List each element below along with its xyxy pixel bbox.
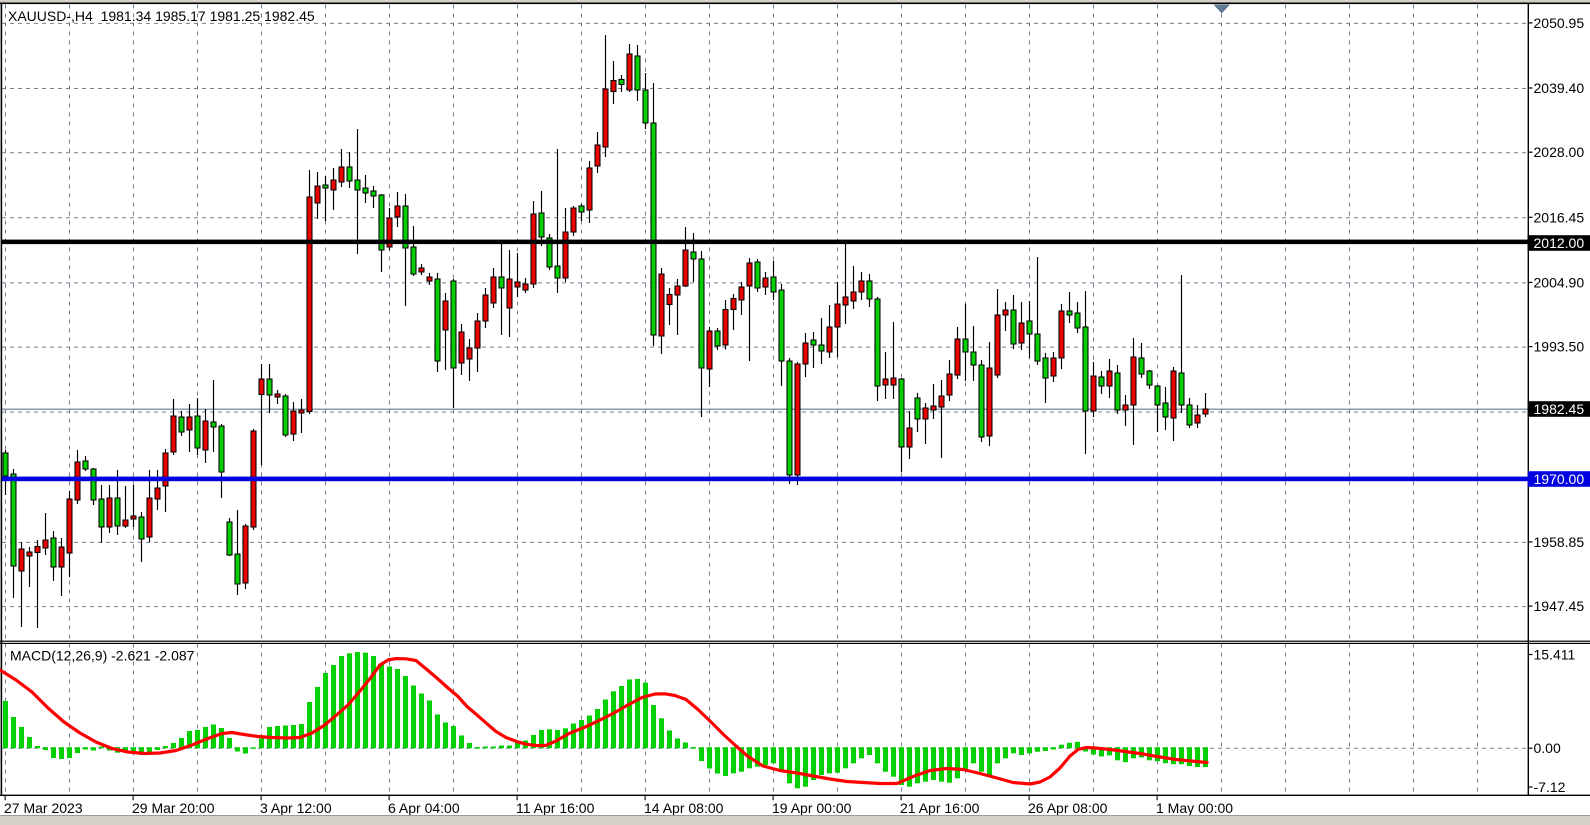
svg-text:2016.45: 2016.45 [1534,209,1585,225]
svg-text:2028.00: 2028.00 [1534,144,1585,160]
svg-text:MACD(12,26,9) -2.621 -2.087: MACD(12,26,9) -2.621 -2.087 [10,648,195,664]
svg-text:29 Mar 20:00: 29 Mar 20:00 [132,800,215,816]
svg-text:XAUUSD-,H4 1981.34 1985.17 19: XAUUSD-,H4 1981.34 1985.17 1981.25 1982.… [8,8,315,24]
svg-text:21 Apr 16:00: 21 Apr 16:00 [900,800,980,816]
svg-text:2050.95: 2050.95 [1534,15,1585,31]
svg-text:1947.45: 1947.45 [1534,598,1585,614]
svg-text:2039.40: 2039.40 [1534,80,1585,96]
svg-text:27 Mar 2023: 27 Mar 2023 [4,800,83,816]
svg-text:1970.00: 1970.00 [1534,471,1585,487]
svg-text:-7.12: -7.12 [1534,779,1566,795]
svg-text:3 Apr 12:00: 3 Apr 12:00 [260,800,332,816]
svg-text:0.00: 0.00 [1534,740,1561,756]
svg-text:2012.00: 2012.00 [1534,235,1585,251]
svg-text:19 Apr 00:00: 19 Apr 00:00 [772,800,852,816]
svg-text:15.411: 15.411 [1534,647,1576,663]
svg-text:26 Apr 08:00: 26 Apr 08:00 [1028,800,1108,816]
svg-text:6 Apr 04:00: 6 Apr 04:00 [388,800,460,816]
svg-text:14 Apr 08:00: 14 Apr 08:00 [644,800,724,816]
svg-text:1993.50: 1993.50 [1534,339,1585,355]
svg-text:1958.85: 1958.85 [1534,534,1585,550]
svg-text:1 May 00:00: 1 May 00:00 [1156,800,1233,816]
svg-text:1982.45: 1982.45 [1534,401,1585,417]
svg-text:11 Apr 16:00: 11 Apr 16:00 [516,800,595,816]
svg-text:2004.90: 2004.90 [1534,274,1585,290]
